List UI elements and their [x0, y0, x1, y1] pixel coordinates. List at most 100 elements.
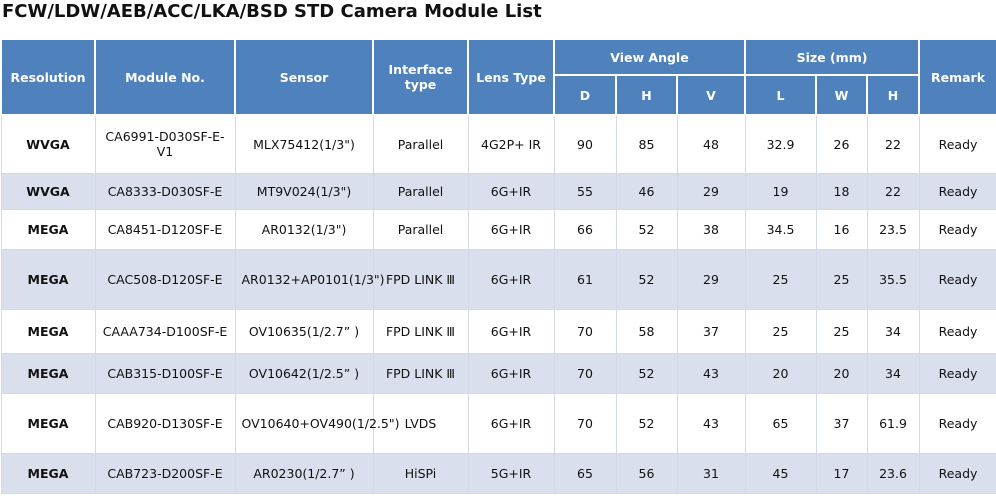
cell: OV10640+OV490(1/2.5"): [234, 392, 399, 454]
cell: WVGA: [0, 114, 96, 174]
cell: 43: [676, 352, 746, 394]
cell: 52: [615, 352, 678, 394]
cell: HiSPi: [372, 452, 469, 494]
cell: AR0230(1/2.7” ): [234, 452, 374, 494]
module-table: Resolution Module No. Sensor Interface type…: [0, 38, 996, 494]
table-row: MEGA CAC508-D120SF-E AR0132+AP0101(1/3") FP…: [0, 248, 996, 310]
cell: CAB723-D200SF-E: [94, 452, 236, 494]
cell: 6G+IR: [467, 352, 555, 394]
sub-header: W: [815, 74, 868, 116]
cell: MEGA: [0, 208, 96, 250]
column-header: Lens Type: [467, 38, 555, 116]
cell: Parallel: [372, 114, 469, 174]
cell: 25: [815, 248, 868, 310]
cell: CA8451-D120SF-E: [94, 208, 236, 250]
cell: CA6991-D030SF-E-V1: [94, 114, 236, 174]
cell: Ready: [918, 114, 996, 174]
cell: MEGA: [0, 352, 96, 394]
cell: 17: [815, 452, 868, 494]
cell: 56: [615, 452, 678, 494]
cell: 22: [866, 172, 920, 210]
cell: 22: [866, 114, 920, 174]
cell: 6G+IR: [467, 308, 555, 354]
cell: 65: [744, 392, 817, 454]
cell: 38: [676, 208, 746, 250]
table-row: MEGA CAB315-D100SF-E OV10642(1/2.5” ) FPD L…: [0, 352, 996, 394]
cell: 6G+IR: [467, 392, 555, 454]
cell: 37: [815, 392, 868, 454]
table-row: WVGA CA8333-D030SF-E MT9V024(1/3") Parallel…: [0, 172, 996, 210]
column-header: Size (mm): [743, 38, 921, 76]
cell: MEGA: [0, 452, 96, 494]
cell: Parallel: [372, 172, 469, 210]
cell: 23.6: [866, 452, 920, 494]
cell: 29: [676, 248, 746, 310]
cell: MLX75412(1/3"): [234, 114, 374, 174]
cell: 18: [815, 172, 868, 210]
cell: MT9V024(1/3"): [234, 172, 374, 210]
cell: OV10642(1/2.5” ): [234, 352, 374, 394]
title: FCW/LDW/AEB/ACC/LKA/BSD STD Camera Modul…: [2, 1, 542, 22]
cell: CA8333-D030SF-E: [94, 172, 236, 210]
cell: 52: [615, 248, 678, 310]
cell: 25: [815, 308, 868, 354]
cell: Ready: [918, 392, 996, 454]
table-row: WVGA CA6991-D030SF-E-V1 MLX75412(1/3") Para…: [0, 114, 996, 174]
cell: 20: [744, 352, 817, 394]
table-row: MEGA CA8451-D120SF-E AR0132(1/3") Parallel 6…: [0, 208, 996, 250]
cell: CAB920-D130SF-E: [94, 392, 236, 454]
sub-header: V: [676, 74, 746, 116]
column-header: View Angle: [553, 38, 746, 76]
cell: MEGA: [0, 308, 96, 354]
cell: 70: [553, 392, 617, 454]
cell: Ready: [918, 208, 996, 250]
cell: Parallel: [372, 208, 469, 250]
cell: 37: [676, 308, 746, 354]
cell: CAB315-D100SF-E: [94, 352, 236, 394]
cell: 45: [744, 452, 817, 494]
cell: Ready: [918, 308, 996, 354]
cell: Ready: [918, 172, 996, 210]
cell: AR0132+AP0101(1/3"): [234, 248, 385, 310]
column-header: Sensor: [234, 38, 374, 116]
cell: CAAA734-D100SF-E: [94, 308, 236, 354]
cell: OV10635(1/2.7” ): [234, 308, 374, 354]
cell: FPD LINK Ⅲ: [372, 352, 469, 394]
cell: 90: [553, 114, 617, 174]
cell: 61.9: [866, 392, 920, 454]
cell: 70: [553, 308, 617, 354]
cell: WVGA: [0, 172, 96, 210]
cell: 25: [744, 308, 817, 354]
cell: 55: [553, 172, 617, 210]
table-row: MEGA CAB920-D130SF-E OV10640+OV490(1/2.5")…: [0, 392, 996, 454]
cell: 20: [815, 352, 868, 394]
cell: 31: [676, 452, 746, 494]
cell: 32.9: [744, 114, 817, 174]
cell: 6G+IR: [467, 248, 555, 310]
column-header: Remark: [918, 38, 996, 116]
cell: 66: [553, 208, 617, 250]
cell: MEGA: [0, 392, 96, 454]
cell: 34.5: [744, 208, 817, 250]
cell: 29: [676, 172, 746, 210]
cell: 65: [553, 452, 617, 494]
cell: 48: [676, 114, 746, 174]
cell: 5G+IR: [467, 452, 555, 494]
sub-header: D: [553, 74, 617, 116]
cell: 19: [744, 172, 817, 210]
cell: 70: [553, 352, 617, 394]
table-row: MEGA CAAA734-D100SF-E OV10635(1/2.7” ) FPD …: [0, 308, 996, 354]
sub-header: H: [865, 74, 921, 116]
cell: MEGA: [0, 248, 96, 310]
cell: 34: [866, 352, 920, 394]
cell: 16: [815, 208, 868, 250]
cell: FPD LINK Ⅲ: [372, 248, 469, 310]
cell: 58: [615, 308, 678, 354]
cell: 43: [676, 392, 746, 454]
cell: 52: [615, 208, 678, 250]
cell: 46: [615, 172, 678, 210]
table-row: MEGA CAB723-D200SF-E AR0230(1/2.7” ) HiSPi 5…: [0, 452, 996, 494]
cell: LVDS: [372, 392, 469, 454]
